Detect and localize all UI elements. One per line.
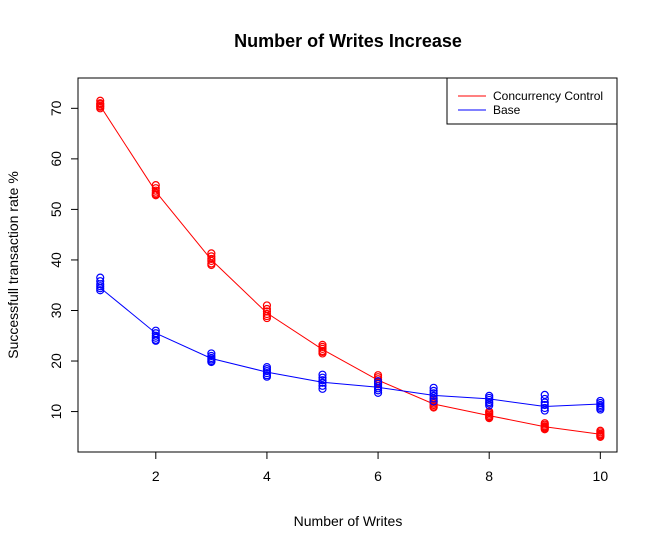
data-point-base [318, 373, 327, 382]
data-point-concurrency-control [485, 414, 494, 423]
data-point-base [318, 376, 327, 385]
series-line-concurrency-control [99, 105, 601, 435]
data-point-concurrency-control [262, 313, 272, 323]
data-point-concurrency-control [596, 432, 605, 441]
data-point-base [429, 394, 438, 403]
x-axis-label: Number of Writes [294, 513, 403, 529]
x-tick-label: 6 [374, 468, 382, 484]
data-point-base [429, 397, 438, 406]
data-point-concurrency-control [151, 191, 160, 200]
data-point-base [373, 388, 383, 397]
data-point-concurrency-control [262, 301, 272, 310]
data-point-concurrency-control [96, 104, 105, 113]
data-point-base [318, 370, 327, 379]
data-point-base [318, 381, 327, 390]
y-tick-label: 30 [48, 302, 64, 318]
y-axis-label: Successfull transaction rate % [5, 171, 21, 359]
data-point-base [429, 391, 438, 400]
data-point-base [96, 286, 105, 295]
y-tick-label: 60 [48, 151, 64, 167]
y-tick-label: 50 [48, 201, 64, 217]
plot-frame [77, 77, 618, 453]
data-point-concurrency-control [207, 256, 216, 266]
data-point-base [151, 336, 160, 345]
data-point-base [540, 394, 549, 404]
series-base [96, 273, 605, 415]
x-tick-label: 10 [593, 468, 609, 484]
legend-box [446, 77, 618, 125]
data-point-base [207, 357, 216, 367]
chart-title: Number of Writes Increase [234, 31, 462, 51]
data-point-base [429, 383, 438, 392]
x-tick-label: 8 [485, 468, 493, 484]
legend-label-concurrency-control: Concurrency Control [493, 89, 603, 103]
data-point-base [540, 400, 549, 410]
y-tick-label: 20 [48, 353, 64, 369]
data-point-base [262, 372, 272, 381]
data-point-base [429, 389, 438, 398]
data-point-concurrency-control [318, 349, 327, 358]
x-tick-label: 2 [152, 468, 160, 484]
legend-label-base: Base [493, 103, 521, 117]
data-point-concurrency-control [429, 403, 438, 412]
y-tick-label: 40 [48, 252, 64, 268]
series-layer [96, 96, 605, 441]
x-tick-label: 4 [263, 468, 271, 484]
y-axis: 10 20 30 40 50 60 70 [48, 100, 78, 419]
data-point-base [373, 386, 383, 395]
y-tick-label: 70 [48, 100, 64, 116]
data-point-base [540, 403, 549, 413]
data-point-base [540, 406, 549, 415]
data-point-base [318, 384, 327, 393]
data-point-concurrency-control [540, 425, 549, 434]
x-axis: 2 4 6 8 10 [152, 452, 608, 484]
y-tick-label: 10 [48, 404, 64, 420]
data-point-base [596, 405, 605, 414]
data-point-base [485, 401, 494, 410]
series-line-base [99, 287, 601, 408]
data-point-concurrency-control [207, 260, 216, 270]
series-concurrency-control [96, 96, 605, 441]
legend: Concurrency Control Base [446, 77, 618, 125]
data-point-base [318, 378, 327, 387]
data-point-base [540, 398, 549, 407]
